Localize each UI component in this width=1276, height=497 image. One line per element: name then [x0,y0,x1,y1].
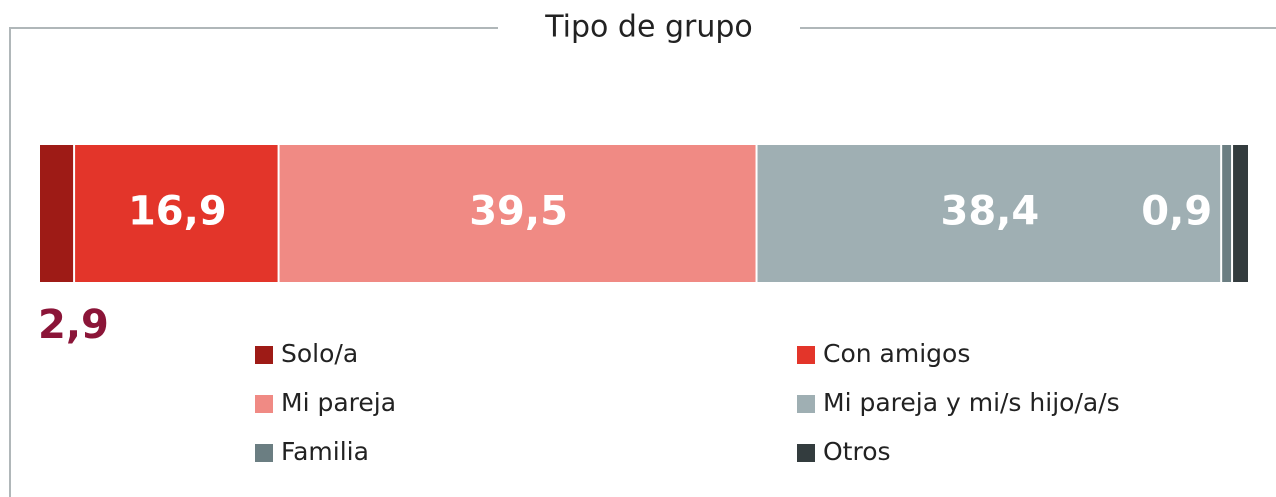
value-label: 39,5 [469,189,568,235]
legend-label: Mi pareja [281,388,396,417]
legend-swatch [797,395,815,413]
bar-segment [40,145,74,282]
bar-segment [1222,145,1232,282]
bar-segment [279,145,756,282]
legend-label: Familia [281,437,369,466]
legend-label: Mi pareja y mi/s hijo/a/s [823,388,1120,417]
legend-label: Solo/a [281,339,358,368]
value-label: 0,9 [1141,189,1212,235]
frame [9,27,1276,497]
legend-label: Otros [823,437,891,466]
value-label: 38,4 [940,189,1039,235]
legend-label: Con amigos [823,339,970,368]
legend-swatch [255,444,273,462]
legend-swatch [255,346,273,364]
value-label: 16,9 [128,189,227,235]
value-label: 2,9 [38,302,109,348]
legend-swatch [797,444,815,462]
bar-segment [75,145,278,282]
chart-title: Tipo de grupo [544,10,753,45]
legend-swatch [255,395,273,413]
bar-segment [1233,145,1248,282]
legend-swatch [797,346,815,364]
bar-segment [757,145,1221,282]
